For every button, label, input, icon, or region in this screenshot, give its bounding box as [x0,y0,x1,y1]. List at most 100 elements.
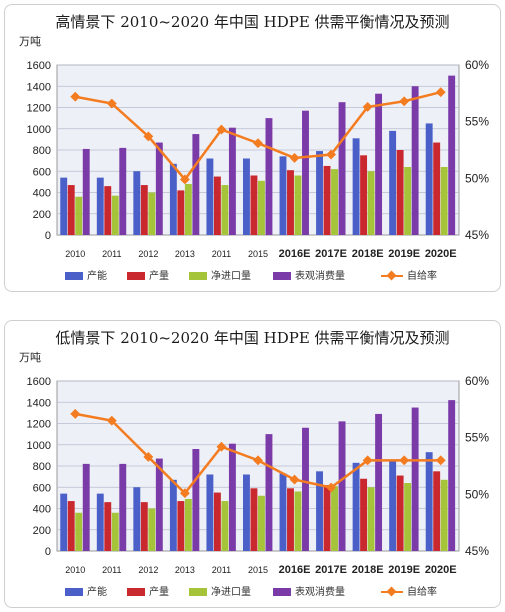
bar [250,175,258,235]
bar [155,142,163,235]
legend-label: 产能 [87,271,107,282]
line-point [362,455,373,466]
line-point [179,174,190,185]
line-point [435,455,446,466]
x-tick-label: 2015 [248,565,268,575]
bar [433,471,441,551]
legend-swatch [381,271,403,281]
line-point [179,488,190,499]
bar [331,486,338,551]
y-tick-label: 1200 [27,103,51,115]
legend-swatch [273,588,291,596]
x-tick-label: 2018E [352,248,384,260]
line-point [326,482,337,493]
x-tick-label: 2011 [102,249,121,259]
y-tick-label: 1600 [27,60,51,72]
x-tick-label: 2017E [315,564,347,576]
x-tick-label: 2016E [279,248,311,260]
bar [140,185,148,235]
x-tick-label: 2011 [102,565,121,575]
bar [184,498,192,551]
bar [287,488,294,551]
line-point [216,124,227,135]
line-point [326,149,337,160]
bar [331,169,338,235]
bar [133,487,141,551]
legend-item: 产能 [65,583,107,598]
legend-label: 自给率 [407,271,437,282]
y-tick-label: 1400 [27,397,51,409]
bar [316,471,323,551]
y-tick-label: 800 [33,145,51,157]
y2-tick-label: 60% [465,58,489,72]
line-point [253,138,263,149]
x-tick-label: 2010 [65,249,85,259]
bar [206,474,214,551]
y2-tick-label: 45% [465,544,489,558]
y-axis-unit: 万吨 [19,35,41,48]
legend-label: 产量 [149,271,169,282]
y2-tick-label: 45% [465,228,489,242]
x-tick-label: 2019E [388,564,420,576]
bar [338,421,346,551]
y-tick-label: 0 [45,546,51,558]
x-tick-label: 2017E [315,248,347,260]
chart-panel-high: 高情景下 2010~2020 年中国 HDPE 供需平衡情况及预测 万吨 0 20… [4,4,501,292]
bar [352,462,360,551]
legend-label: 自给率 [407,587,437,598]
legend-label: 表观消费量 [295,271,345,282]
bar [206,158,214,235]
y-tick-label: 200 [33,209,51,221]
y2-tick-label: 50% [465,171,489,185]
legend-label: 产量 [149,587,169,598]
bar [213,492,221,551]
x-tick-label: 2016E [279,564,311,576]
bar [67,501,75,551]
y-tick-label: 1400 [27,81,51,93]
bar [250,488,258,551]
x-tick-label: 2020E [425,248,457,260]
legend-item: 自给率 [381,267,437,282]
bar [104,186,112,235]
bar [396,475,404,551]
bar [294,491,302,551]
x-tick-label: 2018E [352,564,384,576]
line-point [143,451,154,462]
bar [169,163,177,235]
legend-swatch [65,588,83,596]
bar [96,177,104,235]
x-tick-label: 2020E [425,564,457,576]
bar [425,452,433,551]
y2-tick-label: 55% [465,431,489,445]
chart-panel-low: 低情景下 2010~2020 年中国 HDPE 供需平衡情况及预测 万吨 0 20… [4,320,501,608]
legend-item: 产能 [65,267,107,282]
legend-item: 净进口量 [189,267,251,282]
bar [177,190,185,235]
bar [104,502,112,551]
bar [111,195,119,235]
y2-tick-label: 50% [465,487,489,501]
bar [279,473,287,551]
legend-swatch [65,272,83,280]
line-point [216,441,227,452]
bar [148,192,156,235]
bar [75,196,83,235]
bar [82,148,90,235]
bar [111,512,119,551]
chart-title: 低情景下 2010~2020 年中国 HDPE 供需平衡情况及预测 [55,329,450,347]
bar [265,118,273,235]
bar [119,463,127,551]
y2-tick-label: 60% [465,374,489,388]
chart-plot: 0 200 400 600 800 1000 1200 1400 1600 45% 50% 55% 60… [27,58,490,260]
bar [155,458,163,551]
bar [448,400,456,551]
bar [411,407,419,551]
bar [323,165,331,235]
legend-swatch [127,588,145,596]
y-tick-label: 1600 [27,376,51,388]
chart-title: 高情景下 2010~2020 年中国 HDPE 供需平衡情况及预测 [55,13,450,31]
bar [448,75,456,235]
y-tick-label: 400 [33,504,51,516]
bar [60,493,68,551]
bar [221,185,229,235]
